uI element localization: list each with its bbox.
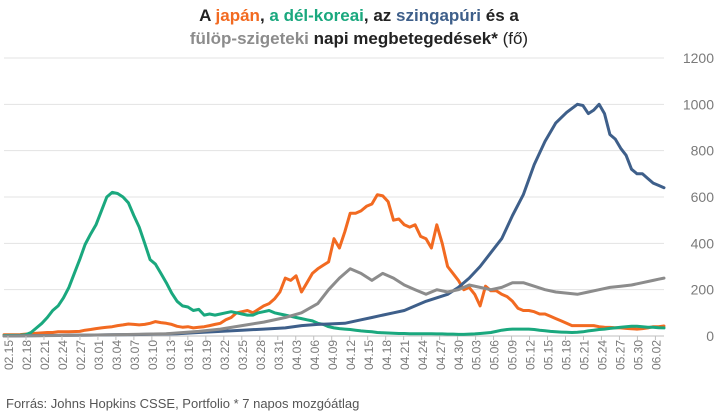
title-part: napi megbetegedések* (308, 29, 498, 48)
x-tick-label: 03.22 (218, 340, 232, 370)
title-part: szingapúri (396, 6, 482, 25)
y-tick-label: 600 (691, 189, 715, 205)
x-tick-label: 04.18 (380, 340, 394, 370)
x-tick-label: 04.15 (362, 340, 376, 370)
y-tick-label: 1200 (683, 50, 714, 66)
x-tick-label: 02.15 (2, 340, 16, 370)
series-line-dél-koreai (2, 190, 666, 337)
x-tick-label: 02.24 (56, 340, 70, 370)
x-tick-label: 05.15 (542, 340, 556, 370)
series-line-szingapúri (2, 102, 666, 338)
x-tick-label: 04.03 (290, 340, 304, 370)
y-axis: 0 200 400 600 800 1000 1200 (683, 50, 714, 344)
title-part: és a (481, 6, 519, 25)
x-tick-label: 03.10 (146, 340, 160, 370)
title-part: japán (215, 6, 260, 25)
x-tick-label: 03.01 (92, 340, 106, 370)
x-tick-label: 03.28 (254, 340, 268, 370)
title-part: (fő) (497, 29, 529, 48)
title-part: A (199, 6, 216, 25)
x-tick-label: 04.21 (398, 340, 412, 370)
x-tick-label: 03.31 (272, 340, 286, 370)
chart-title: A japán, a dél-koreai, az szingapúri és … (0, 4, 718, 50)
x-tick-label: 03.13 (164, 340, 178, 370)
y-tick-label: 1000 (683, 96, 714, 112)
x-tick-label: 05.03 (470, 340, 484, 370)
x-tick-label: 02.21 (38, 340, 52, 370)
x-tick-label: 05.09 (506, 340, 520, 370)
x-tick-label: 02.27 (74, 340, 88, 370)
x-tick-label: 04.30 (452, 340, 466, 370)
y-tick-label: 0 (706, 328, 714, 344)
x-tick-label: 04.12 (344, 340, 358, 370)
x-tick-label: 05.21 (578, 340, 592, 370)
title-part: , az (363, 6, 397, 25)
x-tick-label: 05.30 (632, 340, 646, 370)
series-lines (2, 102, 666, 338)
x-tick-label: 05.27 (614, 340, 628, 370)
chart-source: Forrás: Johns Hopkins CSSE, Portfolio * … (6, 396, 360, 411)
x-tick-label: 03.19 (200, 340, 214, 370)
series-line-fülöp-szigeteki (2, 267, 666, 338)
x-tick-label: 05.12 (524, 340, 538, 370)
x-tick-label: 04.24 (416, 340, 430, 370)
x-tick-label: 03.16 (182, 340, 196, 370)
title-part: fülöp-szigeteki (189, 29, 309, 48)
title-part: , (259, 6, 270, 25)
x-axis: 02.15 02.18 02.21 02.24 02.27 03.01 03.04 03.07… (2, 336, 664, 370)
x-tick-label: 05.18 (560, 340, 574, 370)
x-tick-label: 05.24 (596, 340, 610, 370)
y-tick-label: 400 (691, 235, 715, 251)
x-tick-label: 03.25 (236, 340, 250, 370)
x-tick-label: 05.06 (488, 340, 502, 370)
x-tick-label: 03.07 (128, 340, 142, 370)
title-part: a dél-koreai (269, 6, 364, 25)
x-tick-label: 04.27 (434, 340, 448, 370)
x-tick-label: 04.06 (308, 340, 322, 370)
x-tick-label: 06.02 (650, 340, 664, 370)
x-tick-label: 03.04 (110, 340, 124, 370)
y-tick-label: 200 (691, 282, 715, 298)
y-tick-label: 800 (691, 143, 715, 159)
series-line-japán (2, 193, 666, 337)
x-tick-label: 04.09 (326, 340, 340, 370)
x-tick-label: 02.18 (20, 340, 34, 370)
